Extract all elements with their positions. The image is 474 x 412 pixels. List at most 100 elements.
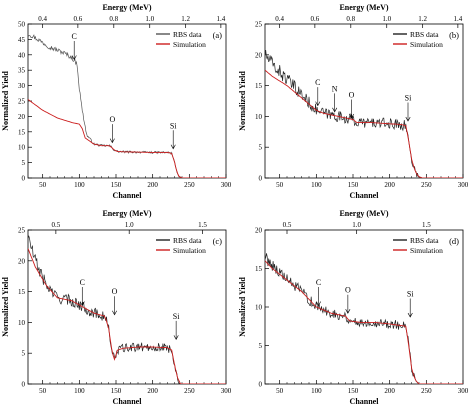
- annotation-label: Si: [407, 290, 414, 299]
- chart-a: 50 100 150 200 250 300 0 5 10 15 20 25 30 35 40 45 50 0.4…: [1, 3, 232, 200]
- x-tick-label: 250: [421, 181, 432, 189]
- x-tick-label: 150: [111, 181, 122, 189]
- chart-b: 50 100 150 200 250 300 0 5 10 15 20 25 0.4 0.6 0.8 1.0 1…: [238, 3, 469, 200]
- x-axis-title: Channel: [113, 191, 143, 200]
- x-tick-label: 200: [147, 387, 158, 395]
- annotation-arrowhead: [316, 301, 321, 307]
- x-tick-label: 100: [74, 181, 85, 189]
- y-tick-label: 10: [18, 319, 26, 327]
- y-tick-label: 20: [255, 227, 263, 235]
- top-tick-label: 0.8: [109, 15, 118, 23]
- x-tick-label: 250: [184, 181, 195, 189]
- y-tick-label: 20: [18, 113, 26, 121]
- annotation-label: O: [112, 287, 118, 296]
- x-tick-label: 300: [458, 387, 469, 395]
- top-tick-label: 0.4: [38, 15, 47, 23]
- panel-label: (b): [449, 30, 459, 40]
- legend-label: RBS data: [173, 30, 202, 39]
- y-axis-title: Normalized Yield: [1, 277, 10, 337]
- top-tick-label: 1.0: [145, 15, 154, 23]
- annotation-label: O: [349, 90, 355, 99]
- series-line-rbs-data: [265, 253, 463, 384]
- top-tick-label: 0.4: [275, 15, 284, 23]
- x-tick-label: 100: [74, 387, 85, 395]
- annotation-arrowhead: [173, 335, 179, 341]
- y-tick-label: 5: [259, 144, 263, 152]
- legend-label: RBS data: [173, 236, 202, 245]
- y-tick-label: 20: [18, 257, 26, 265]
- y-tick-label: 45: [18, 36, 26, 44]
- x-axis-title: Channel: [350, 397, 380, 406]
- top-tick-label: 1.5: [422, 221, 431, 229]
- chart-d: 50 100 150 200 250 300 0 5 10 15 20 0.5 1.0 1.5 Energy…: [238, 209, 469, 406]
- y-axis-title: Normalized Yield: [1, 71, 10, 131]
- top-tick-label: 1.4: [453, 15, 462, 23]
- y-tick-label: 5: [22, 350, 26, 358]
- x-axis-title: Channel: [113, 397, 143, 406]
- top-tick-label: 1.0: [125, 221, 134, 229]
- annotation-arrowhead: [112, 310, 117, 316]
- top-tick-label: 0.5: [283, 221, 292, 229]
- annotation-arrowhead: [405, 116, 411, 122]
- panel-label: (a): [213, 30, 223, 40]
- y-tick-label: 30: [18, 82, 26, 90]
- y-tick-label: 35: [18, 67, 26, 75]
- top-tick-label: 0.6: [73, 15, 82, 23]
- legend-label: Simulation: [410, 246, 443, 255]
- panel-a: 50 100 150 200 250 300 0 5 10 15 20 25 30 35 40 45 50 0.4…: [0, 0, 237, 206]
- top-tick-label: 1.2: [181, 15, 190, 23]
- y-tick-label: 25: [255, 21, 263, 29]
- annotation-arrowhead: [345, 309, 351, 314]
- annotation-arrowhead: [79, 301, 85, 307]
- x-tick-label: 150: [348, 181, 359, 189]
- x-tick-label: 300: [458, 181, 469, 189]
- panel-b: 50 100 150 200 250 300 0 5 10 15 20 25 0.4 0.6 0.8 1.0 1…: [237, 0, 474, 206]
- y-tick-label: 5: [259, 342, 263, 350]
- x-tick-label: 50: [39, 181, 47, 189]
- y-axis-title: Normalized Yield: [238, 71, 247, 131]
- x-tick-label: 250: [421, 387, 432, 395]
- annotation-label: N: [332, 84, 338, 93]
- x-tick-label: 150: [111, 387, 122, 395]
- y-tick-label: 10: [18, 144, 26, 152]
- y-axis-title: Normalized Yield: [238, 277, 247, 337]
- y-tick-label: 10: [255, 304, 263, 312]
- panel-label: (d): [449, 236, 459, 246]
- x-tick-label: 250: [184, 387, 195, 395]
- annotation-arrowhead: [349, 113, 354, 119]
- top-tick-label: 0.6: [310, 15, 319, 23]
- plot-frame: [27, 229, 227, 385]
- annotation-arrowhead: [170, 144, 176, 150]
- annotation-label: Si: [170, 121, 177, 130]
- series-line-rbs-data: [265, 49, 463, 178]
- annotation-arrowhead: [71, 55, 77, 61]
- top-axis-title: Energy (MeV): [102, 209, 151, 218]
- x-tick-label: 50: [276, 387, 284, 395]
- annotation-label: O: [345, 286, 351, 295]
- x-axis-title: Channel: [350, 191, 380, 200]
- top-tick-label: 0.8: [346, 15, 355, 23]
- annotation-label: Si: [173, 312, 180, 321]
- series-line-rbs-data: [28, 235, 226, 384]
- top-axis-title: Energy (MeV): [102, 3, 151, 12]
- y-tick-label: 0: [259, 175, 263, 183]
- x-tick-label: 300: [221, 181, 232, 189]
- y-tick-label: 5: [22, 159, 26, 167]
- x-tick-label: 300: [221, 387, 232, 395]
- annotation-arrowhead: [315, 101, 321, 107]
- y-tick-label: 40: [18, 51, 26, 59]
- legend-label: Simulation: [410, 40, 443, 49]
- y-tick-label: 0: [22, 381, 26, 389]
- x-tick-label: 200: [384, 387, 395, 395]
- top-axis-title: Energy (MeV): [339, 209, 388, 218]
- annotation-label: C: [72, 32, 77, 41]
- annotation-label: C: [315, 78, 320, 87]
- y-tick-label: 25: [18, 98, 26, 106]
- y-tick-label: 15: [18, 288, 26, 296]
- y-tick-label: 15: [255, 82, 263, 90]
- x-tick-label: 50: [276, 181, 284, 189]
- x-tick-label: 150: [348, 387, 359, 395]
- annotation-arrowhead: [109, 138, 115, 144]
- series-line-simulation: [265, 69, 463, 178]
- legend-label: RBS data: [410, 30, 439, 39]
